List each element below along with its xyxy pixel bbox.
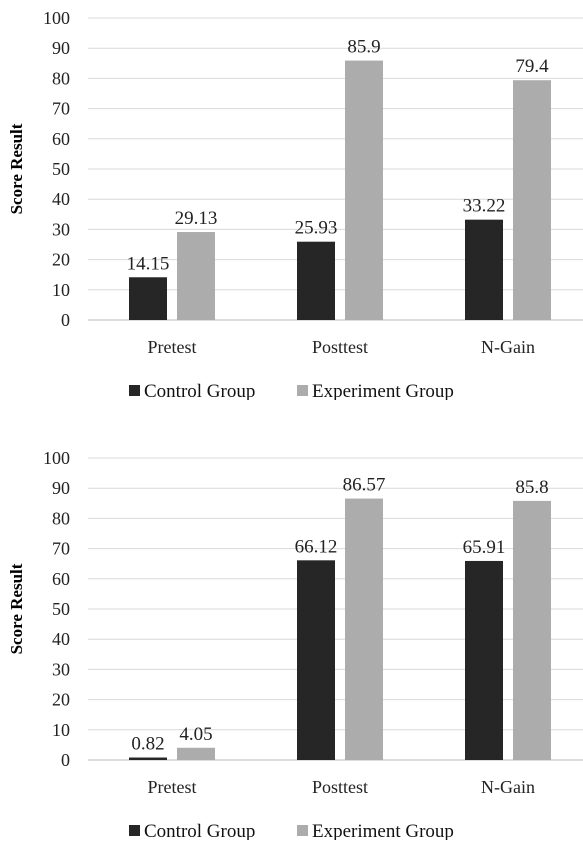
data-label: 33.22 (463, 196, 506, 217)
legend-label: Control Group (144, 821, 255, 840)
x-tick-label: Pretest (148, 337, 197, 357)
legend-swatch (297, 825, 308, 836)
y-tick-label: 60 (52, 129, 70, 149)
bar-control (465, 560, 503, 760)
data-label: 29.13 (175, 208, 218, 229)
x-tick-label: N-Gain (481, 337, 535, 357)
legend-label: Experiment Group (312, 821, 454, 840)
x-tick-label: Pretest (148, 777, 197, 797)
y-tick-label: 50 (52, 599, 70, 619)
bar-experiment (513, 500, 551, 760)
data-label: 79.4 (515, 56, 549, 77)
y-tick-label: 50 (52, 159, 70, 179)
x-tick-label: N-Gain (481, 777, 535, 797)
y-tick-label: 10 (52, 720, 70, 740)
bar-control (297, 560, 335, 760)
bar-experiment (345, 60, 383, 320)
chart-bottom: 0 10 20 30 40 50 60 70 80 90 100 Score Result 0.82 4.… (0, 440, 583, 840)
y-tick-label: 70 (52, 99, 70, 119)
y-tick-label: 90 (52, 478, 70, 498)
data-label: 0.82 (131, 734, 164, 755)
y-tick-label: 70 (52, 539, 70, 559)
data-label: 4.05 (179, 724, 212, 745)
y-tick-label: 40 (52, 629, 70, 649)
y-tick-label: 30 (52, 659, 70, 679)
y-tick-label: 60 (52, 569, 70, 589)
bar-experiment (345, 498, 383, 760)
legend-swatch (129, 385, 140, 396)
x-tick-label: Posttest (312, 777, 368, 797)
data-label: 14.15 (127, 253, 170, 274)
y-tick-label: 20 (52, 250, 70, 270)
y-tick-label: 30 (52, 219, 70, 239)
y-tick-label: 10 (52, 280, 70, 300)
data-label: 66.12 (295, 536, 338, 557)
y-tick-label: 80 (52, 68, 70, 88)
bar-control (465, 219, 503, 320)
data-label: 85.8 (515, 477, 548, 498)
bar-experiment (177, 747, 215, 760)
y-tick-label: 0 (61, 310, 70, 330)
legend-label: Experiment Group (312, 381, 454, 400)
y-tick-label: 40 (52, 189, 70, 209)
data-label: 85.9 (347, 37, 380, 58)
bar-control (129, 757, 167, 760)
chart-bottom-svg: 0 10 20 30 40 50 60 70 80 90 100 Score Result 0.82 4.… (7, 448, 583, 840)
legend-swatch (129, 825, 140, 836)
x-tick-label: Posttest (312, 337, 368, 357)
y-axis-label: Score Result (7, 123, 26, 214)
y-tick-label: 0 (61, 750, 70, 770)
data-label: 86.57 (343, 475, 386, 496)
y-tick-label: 100 (43, 8, 70, 28)
bar-control (297, 241, 335, 320)
legend-swatch (297, 385, 308, 396)
y-axis-label: Score Result (7, 563, 26, 654)
bar-experiment (513, 80, 551, 320)
data-label: 25.93 (295, 218, 338, 239)
y-tick-label: 90 (52, 38, 70, 58)
bar-experiment (177, 232, 215, 320)
y-tick-label: 80 (52, 508, 70, 528)
legend-label: Control Group (144, 381, 255, 400)
chart-top: 0 10 20 30 40 50 60 70 80 90 100 Score Result 14.15 2… (0, 0, 583, 400)
data-label: 65.91 (463, 537, 506, 558)
y-tick-label: 100 (43, 448, 70, 468)
bar-control (129, 277, 167, 320)
y-tick-label: 20 (52, 690, 70, 710)
chart-top-svg: 0 10 20 30 40 50 60 70 80 90 100 Score Result 14.15 2… (7, 8, 583, 400)
